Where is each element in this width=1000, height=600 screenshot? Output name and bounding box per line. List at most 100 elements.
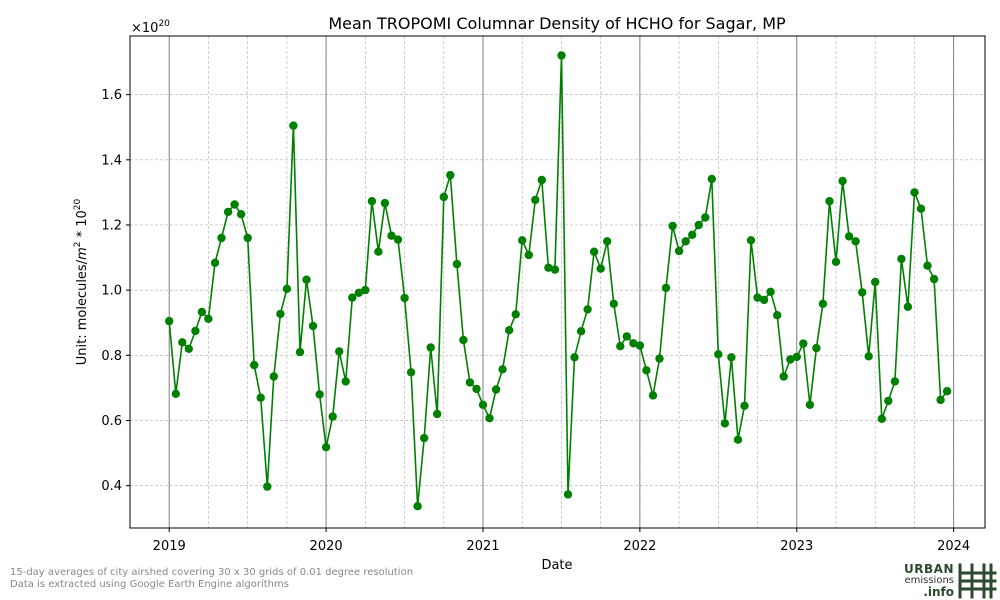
data-point <box>851 237 860 246</box>
y-axis-label-m: m <box>75 247 90 260</box>
footnote-resolution: 15-day averages of city airshed covering… <box>10 567 414 578</box>
grid-lines <box>130 36 985 528</box>
data-point <box>792 352 801 362</box>
data-point <box>903 302 913 311</box>
x-tick-label: 2019 <box>153 539 186 554</box>
y-tick-label: 0.6 <box>101 414 122 429</box>
data-point <box>348 293 357 302</box>
data-point <box>779 372 788 381</box>
data-point <box>446 170 455 180</box>
data-point <box>178 338 187 347</box>
x-axis-label: Date <box>541 558 572 573</box>
data-point <box>459 335 468 345</box>
logo-info-text: .info <box>923 585 954 599</box>
data-point <box>727 353 736 362</box>
data-point <box>295 347 305 357</box>
data-point <box>563 490 573 499</box>
data-point <box>818 299 828 308</box>
data-point <box>380 198 390 208</box>
data-point <box>897 254 906 264</box>
data-point <box>256 393 265 402</box>
data-point <box>616 342 625 351</box>
data-point <box>184 344 193 353</box>
data-point <box>740 401 749 410</box>
data-point <box>773 311 782 320</box>
data-point <box>531 195 540 205</box>
data-point <box>799 339 808 348</box>
data-point <box>603 237 612 246</box>
data-point <box>929 274 939 284</box>
data-point <box>223 207 233 217</box>
data-point <box>871 277 880 287</box>
axes-frame <box>129 35 986 529</box>
data-point <box>753 293 762 302</box>
data-point <box>236 210 246 219</box>
data-point <box>498 365 507 374</box>
data-point <box>642 366 651 375</box>
data-point <box>694 220 703 230</box>
urban-emissions-logo[interactable]: URBAN emissions .info <box>896 562 1000 600</box>
y-tick-label: 1.2 <box>101 218 122 233</box>
y-axis-label: Unit: molecules/m2 * 1020 <box>73 198 90 365</box>
data-point <box>688 230 697 239</box>
data-point <box>491 385 501 394</box>
data-point <box>844 232 854 241</box>
footnote-source: Data is extracted using Google Earth Eng… <box>10 579 289 590</box>
data-point <box>714 350 723 359</box>
chart-title: Mean TROPOMI Columnar Density of HCHO fo… <box>328 14 786 33</box>
data-point <box>681 237 690 246</box>
data-point <box>321 443 331 452</box>
data-point <box>335 347 344 356</box>
y-offset-label: ×1020 <box>131 19 170 36</box>
data-point <box>864 352 873 361</box>
data-point <box>733 435 743 444</box>
data-point <box>210 258 220 267</box>
logo-urban-text: URBAN <box>904 562 954 576</box>
data-point <box>308 321 318 331</box>
data-point <box>197 307 207 317</box>
data-point <box>674 246 684 256</box>
data-point <box>668 221 677 231</box>
data-point <box>786 355 795 364</box>
data-point <box>825 197 834 206</box>
data-point <box>884 396 893 406</box>
data-point <box>661 283 671 293</box>
y-tick-label: 1.4 <box>101 153 122 168</box>
data-point <box>910 188 919 197</box>
logo-emissions-text: emissions <box>904 575 954 586</box>
data-point <box>858 288 867 297</box>
data-point <box>648 391 658 400</box>
data-point <box>217 233 226 243</box>
data-point <box>361 285 370 295</box>
series-line <box>168 55 948 507</box>
data-point <box>570 353 579 362</box>
data-point <box>472 384 481 394</box>
data-point <box>485 414 494 423</box>
data-point <box>583 305 592 314</box>
data-point <box>550 265 560 274</box>
data-point <box>596 264 605 273</box>
y-tick-label: 0.4 <box>101 479 122 494</box>
data-point <box>243 233 252 243</box>
hash-grid-icon <box>958 563 997 599</box>
x-tick-label: 2024 <box>937 539 970 554</box>
data-point <box>622 332 631 341</box>
data-point <box>655 354 664 363</box>
y-axis-label-times: * 10 <box>75 210 90 241</box>
data-point <box>746 236 756 245</box>
data-point <box>589 247 599 256</box>
data-point <box>635 341 645 350</box>
x-tick-label: 2020 <box>310 539 343 554</box>
data-point <box>400 293 409 303</box>
data-point <box>766 287 775 296</box>
data-point <box>289 121 298 130</box>
data-point <box>250 360 259 370</box>
y-axis-label-exponent: 20 <box>73 198 83 210</box>
data-point <box>413 502 422 511</box>
data-point <box>923 261 932 270</box>
data-point <box>406 368 416 377</box>
data-point <box>420 433 429 443</box>
data-point <box>557 51 566 60</box>
data-point <box>629 339 638 348</box>
